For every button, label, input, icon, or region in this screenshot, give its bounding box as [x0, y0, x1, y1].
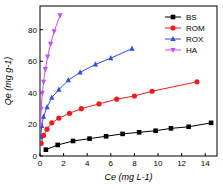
series-line — [41, 49, 132, 137]
data-point — [137, 130, 142, 135]
data-point — [150, 89, 155, 94]
y-tick-label: 20 — [28, 120, 37, 129]
x-tick-label: 6 — [109, 159, 114, 168]
data-point — [186, 124, 191, 129]
x-tick-label: 14 — [201, 159, 210, 168]
legend: BS ROM ROX HA — [165, 13, 205, 55]
data-point — [108, 55, 113, 60]
x-tick-label: 10 — [154, 159, 163, 168]
y-tick-label: 80 — [28, 26, 37, 35]
data-point — [209, 121, 214, 126]
series-line — [41, 15, 60, 124]
data-point — [40, 107, 44, 112]
data-point — [96, 101, 101, 106]
data-point — [153, 128, 158, 133]
series-line — [46, 123, 211, 150]
data-point — [87, 136, 92, 141]
data-point — [40, 122, 43, 127]
data-point — [120, 132, 125, 137]
data-point — [40, 141, 44, 146]
x-tick-label: 12 — [177, 159, 186, 168]
data-point — [49, 94, 54, 99]
chart: 0 2 4 6 8 10 12 14 0 20 40 60 80 Ce (mg L-1) Qe (mg g-… — [0, 0, 223, 189]
x-tick — [110, 153, 111, 156]
data-point — [169, 126, 174, 131]
data-point — [104, 134, 109, 139]
data-point — [132, 93, 137, 98]
y-tick — [40, 29, 43, 30]
data-point — [44, 127, 49, 132]
x-tick — [134, 153, 135, 156]
data-point — [67, 111, 72, 116]
data-point — [114, 97, 119, 102]
x-tick — [205, 153, 206, 156]
x-axis-label: Ce (mg L-1) — [104, 172, 152, 182]
legend-label: HA — [186, 46, 198, 55]
series-line — [41, 82, 197, 144]
x-tick-label: 2 — [61, 159, 66, 168]
data-point — [45, 54, 50, 59]
legend-label: ROX — [186, 35, 204, 44]
data-point — [41, 113, 46, 118]
legend-label: ROM — [186, 24, 205, 33]
data-point — [40, 134, 43, 139]
y-tick — [40, 61, 43, 62]
data-point — [41, 80, 46, 85]
x-tick — [181, 153, 182, 156]
data-point — [129, 46, 134, 51]
data-point — [66, 77, 71, 82]
data-point — [44, 104, 49, 109]
data-point — [44, 147, 49, 152]
y-tick — [40, 156, 43, 157]
y-axis-label: Qe (mg g-1) — [3, 57, 13, 106]
data-point — [55, 143, 60, 148]
data-point — [52, 29, 57, 34]
y-tick-label: 0 — [33, 152, 38, 161]
x-tick-label: 0 — [38, 159, 43, 168]
legend-marker — [170, 36, 175, 41]
y-tick-label: 60 — [28, 57, 37, 66]
data-point — [49, 120, 54, 125]
plot-frame — [40, 6, 217, 156]
data-point — [40, 91, 45, 96]
data-point — [57, 13, 62, 18]
legend-label: BS — [186, 13, 197, 22]
plot-marks — [40, 13, 213, 152]
data-point — [79, 106, 84, 111]
x-tick-label: 8 — [132, 159, 137, 168]
data-point — [56, 116, 61, 121]
x-tick — [158, 153, 159, 156]
legend-marker — [171, 15, 176, 20]
data-point — [56, 87, 61, 92]
x-tick — [87, 153, 88, 156]
x-tick — [63, 153, 64, 156]
data-point — [71, 139, 76, 144]
data-point — [78, 69, 83, 74]
data-point — [43, 67, 48, 72]
y-tick-label: 40 — [28, 89, 37, 98]
legend-marker — [170, 25, 175, 30]
data-point — [194, 79, 199, 84]
legend-marker — [170, 48, 175, 53]
data-point — [93, 61, 98, 66]
x-tick-label: 4 — [85, 159, 90, 168]
data-point — [48, 42, 53, 47]
